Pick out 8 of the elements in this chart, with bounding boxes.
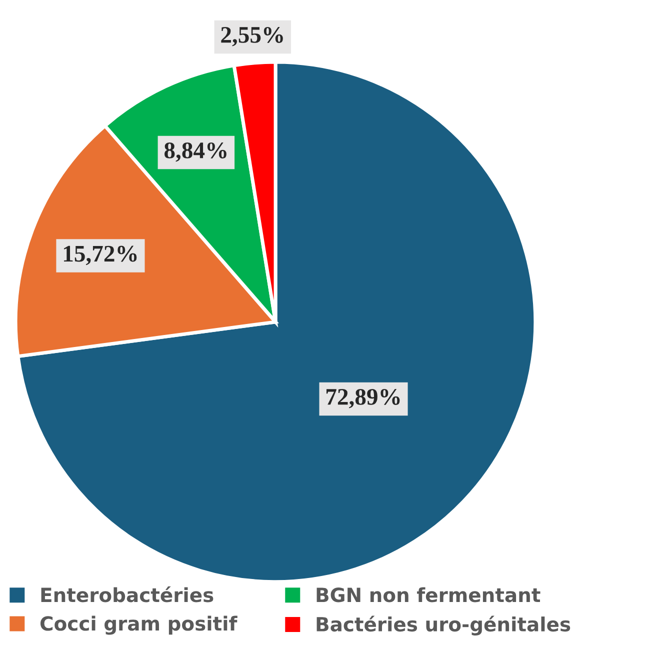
data-label: 72,89% (326, 388, 400, 408)
legend-label: Bactéries uro-génitales (316, 616, 570, 636)
legend-label: BGN non fermentant (316, 587, 540, 602)
data-label: 8,84% (164, 142, 226, 162)
data-label: 15,72% (64, 246, 137, 266)
legend-label: Cocci gram positif (40, 616, 238, 635)
legend-label: Enterobactéries (41, 586, 214, 602)
data-label: 2,55% (221, 26, 283, 46)
